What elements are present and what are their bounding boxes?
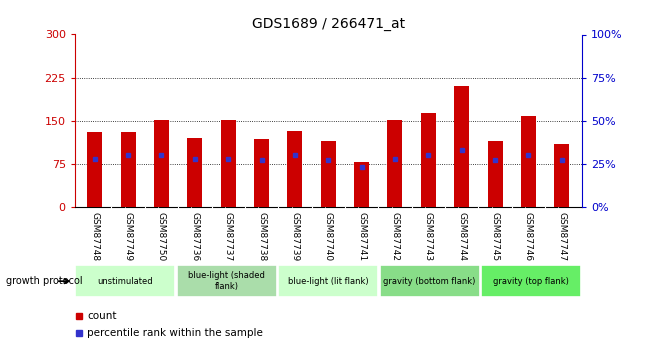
Title: GDS1689 / 266471_at: GDS1689 / 266471_at bbox=[252, 17, 405, 31]
Bar bbox=[387, 120, 402, 207]
Bar bbox=[75, 265, 176, 297]
Text: growth protocol: growth protocol bbox=[6, 276, 83, 286]
Bar bbox=[221, 120, 236, 207]
Text: count: count bbox=[87, 311, 116, 321]
Bar bbox=[521, 116, 536, 207]
Bar bbox=[354, 162, 369, 207]
Text: GSM87748: GSM87748 bbox=[90, 211, 99, 261]
Text: GSM87746: GSM87746 bbox=[524, 211, 533, 261]
Text: GSM87747: GSM87747 bbox=[557, 211, 566, 261]
Text: GSM87740: GSM87740 bbox=[324, 211, 333, 261]
Text: GSM87738: GSM87738 bbox=[257, 211, 266, 261]
Bar bbox=[320, 141, 336, 207]
Text: blue-light (lit flank): blue-light (lit flank) bbox=[288, 277, 369, 286]
Text: GSM87743: GSM87743 bbox=[424, 211, 433, 261]
Text: gravity (top flank): gravity (top flank) bbox=[493, 277, 569, 286]
Text: percentile rank within the sample: percentile rank within the sample bbox=[87, 328, 263, 338]
Text: GSM87744: GSM87744 bbox=[457, 211, 466, 260]
Bar bbox=[421, 113, 436, 207]
Text: GSM87745: GSM87745 bbox=[491, 211, 500, 261]
Bar bbox=[287, 130, 302, 207]
Bar bbox=[177, 265, 277, 297]
Text: unstimulated: unstimulated bbox=[98, 277, 153, 286]
Text: GSM87736: GSM87736 bbox=[190, 211, 200, 261]
Text: GSM87737: GSM87737 bbox=[224, 211, 233, 261]
Text: GSM87749: GSM87749 bbox=[124, 211, 133, 261]
Text: gravity (bottom flank): gravity (bottom flank) bbox=[384, 277, 476, 286]
Bar bbox=[488, 141, 502, 207]
Bar bbox=[454, 86, 469, 207]
Text: GSM87742: GSM87742 bbox=[391, 211, 400, 260]
Bar bbox=[154, 120, 169, 207]
Bar bbox=[121, 132, 136, 207]
Bar bbox=[278, 265, 378, 297]
Text: GSM87741: GSM87741 bbox=[357, 211, 366, 261]
Bar bbox=[254, 139, 269, 207]
Bar bbox=[554, 144, 569, 207]
Text: blue-light (shaded
flank): blue-light (shaded flank) bbox=[188, 272, 265, 291]
Bar bbox=[87, 132, 102, 207]
Text: GSM87739: GSM87739 bbox=[291, 211, 300, 261]
Bar bbox=[481, 265, 581, 297]
Bar bbox=[187, 138, 202, 207]
Text: GSM87750: GSM87750 bbox=[157, 211, 166, 261]
Bar bbox=[380, 265, 480, 297]
